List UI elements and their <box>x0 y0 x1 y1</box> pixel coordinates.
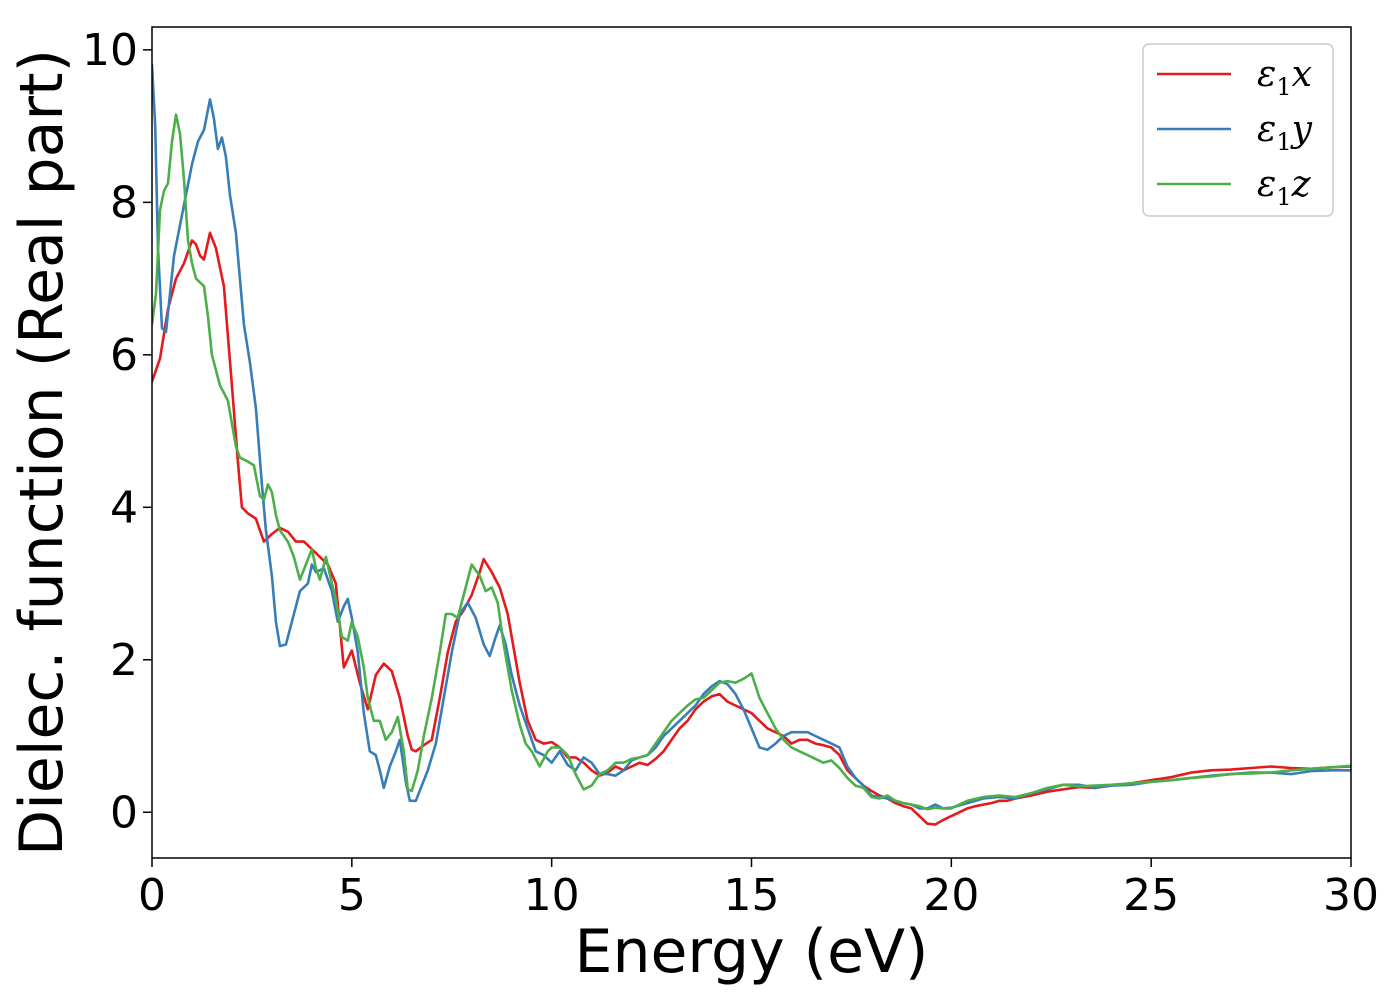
y-tick-label: 10 <box>82 25 138 76</box>
x-axis-label: Energy (eV) <box>575 917 929 987</box>
y-axis-ticks: 0 2 4 6 8 10 <box>82 25 152 838</box>
x-tick-label: 20 <box>923 870 979 921</box>
legend-label-z: ε1z <box>1257 164 1312 211</box>
x-tick-label: 0 <box>138 870 166 921</box>
series-line-x <box>152 231 1351 826</box>
x-tick-label: 15 <box>724 870 780 921</box>
legend-label-y: ε1y <box>1257 109 1313 156</box>
y-tick-label: 0 <box>110 787 138 838</box>
series-line-y <box>152 63 1351 810</box>
x-tick-label: 5 <box>338 870 366 921</box>
y-axis-label: Dielec. function (Real part) <box>7 49 77 856</box>
series-lines <box>152 63 1351 826</box>
x-tick-label: 25 <box>1123 870 1179 921</box>
legend: ε1x ε1y ε1z <box>1142 43 1334 217</box>
legend-box <box>1142 43 1334 217</box>
x-tick-label: 30 <box>1323 870 1379 921</box>
x-axis-ticks: 0 5 10 15 20 25 30 <box>138 858 1379 921</box>
y-tick-label: 2 <box>110 635 138 686</box>
y-tick-label: 6 <box>110 330 138 381</box>
series-line-z <box>152 113 1351 811</box>
legend-label-x: ε1x <box>1257 54 1312 101</box>
x-tick-label: 10 <box>524 870 580 921</box>
y-tick-label: 8 <box>110 177 138 228</box>
y-tick-label: 4 <box>110 482 138 533</box>
